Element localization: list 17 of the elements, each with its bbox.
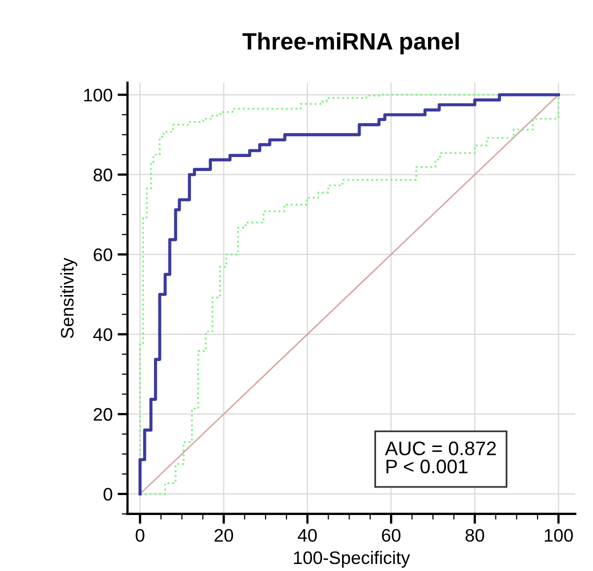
x-tick-label: 60: [382, 528, 400, 542]
x-tick-label: 100: [544, 528, 573, 542]
y-tick-label: 20: [94, 408, 112, 421]
y-tick-label: 100: [84, 88, 112, 102]
x-tick-label: 80: [466, 528, 484, 542]
y-tick-label: 60: [94, 248, 112, 262]
y-tick-label: 80: [94, 168, 112, 182]
x-axis-title: 100-Specificity: [294, 550, 410, 568]
annotation: AUC = 0.872: [384, 442, 496, 456]
y-tick-label: 0: [104, 488, 112, 501]
annotation: P < 0.001: [386, 460, 468, 474]
chart-title: Three-miRNA panel: [242, 32, 459, 54]
x-tick-label: 20: [214, 528, 234, 542]
x-tick-label: 40: [298, 528, 317, 542]
y-tick-label: 40: [93, 328, 112, 341]
y-axis-title: Sensitivity: [60, 258, 78, 338]
x-tick-label: 0: [136, 528, 144, 542]
